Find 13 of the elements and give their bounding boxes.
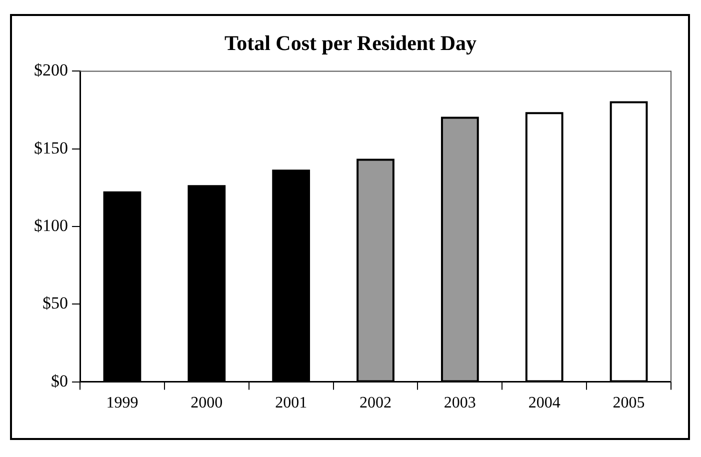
x-tick-label: 2005 [612,394,645,412]
y-tick-label: $100 [34,216,68,235]
y-tick-label: $50 [42,294,68,313]
chart-title: Total Cost per Resident Day [224,31,477,56]
x-tick-label: 1999 [106,394,138,412]
y-tick-label: $150 [34,138,68,158]
x-tick-label: 2000 [190,394,223,412]
x-tick-label: 2001 [275,394,308,412]
x-tick-label: 2003 [444,394,476,412]
x-tick-label: 2004 [528,394,560,412]
y-tick-label: $0 [51,371,68,390]
x-tick-label: 2002 [360,394,392,412]
y-tick-label: $200 [34,60,68,80]
